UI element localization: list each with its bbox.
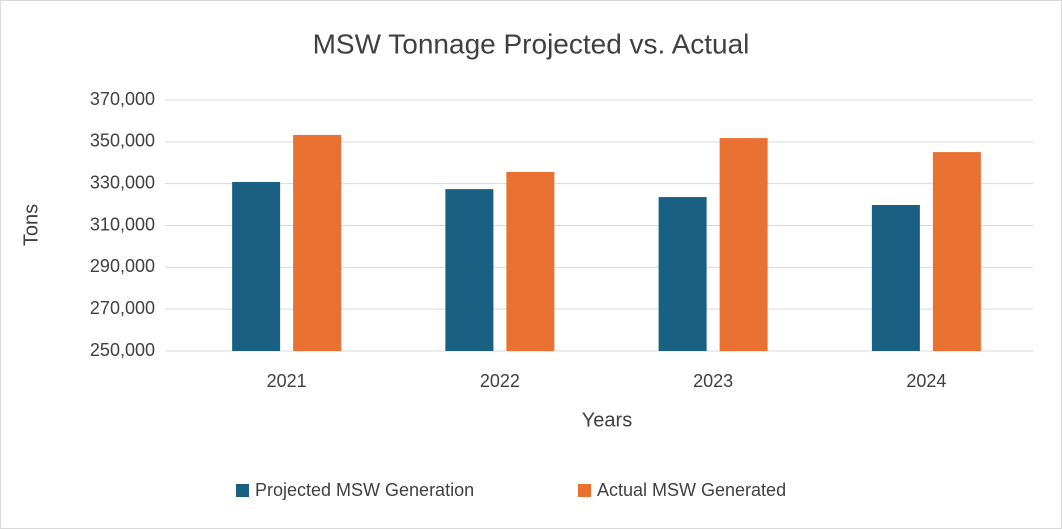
x-tick-label: 2022 bbox=[480, 371, 520, 391]
y-axis-label: Tons bbox=[20, 204, 42, 246]
y-tick-label: 290,000 bbox=[90, 256, 155, 276]
legend-label: Actual MSW Generated bbox=[597, 480, 786, 500]
bar bbox=[232, 181, 281, 351]
bar bbox=[658, 197, 707, 351]
y-tick-label: 310,000 bbox=[90, 214, 155, 234]
x-axis-label: Years bbox=[582, 409, 632, 431]
y-tick-label: 350,000 bbox=[90, 131, 155, 151]
bar bbox=[293, 134, 342, 351]
y-tick-label: 330,000 bbox=[90, 172, 155, 192]
legend-swatch bbox=[236, 484, 249, 497]
legend-label: Projected MSW Generation bbox=[255, 480, 474, 500]
bar bbox=[506, 171, 555, 351]
bar bbox=[719, 138, 768, 351]
bar bbox=[445, 189, 494, 351]
y-tick-label: 270,000 bbox=[90, 298, 155, 318]
x-tick-label: 2024 bbox=[906, 371, 946, 391]
x-tick-label: 2023 bbox=[693, 371, 733, 391]
y-tick-label: 250,000 bbox=[90, 340, 155, 360]
x-tick-label: 2021 bbox=[267, 371, 307, 391]
y-tick-label: 370,000 bbox=[90, 89, 155, 109]
bar bbox=[871, 205, 920, 351]
bar bbox=[932, 152, 981, 351]
legend-swatch bbox=[578, 484, 591, 497]
chart-title: MSW Tonnage Projected vs. Actual bbox=[313, 28, 750, 59]
